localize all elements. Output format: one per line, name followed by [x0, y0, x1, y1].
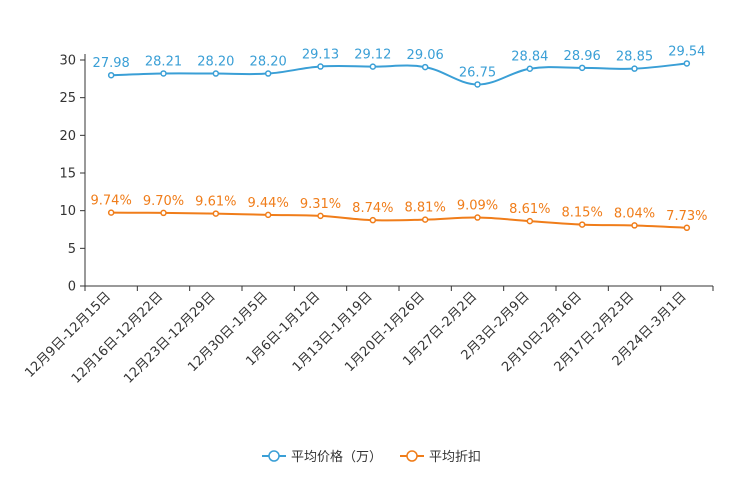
data-point [631, 65, 638, 72]
legend-item-1[interactable]: 平均价格（万） [262, 449, 382, 465]
data-label: 28.84 [511, 50, 548, 65]
data-point [160, 70, 167, 77]
data-point [317, 63, 324, 70]
data-label: 29.13 [302, 48, 339, 63]
y-tick-label: 30 [59, 54, 76, 69]
data-point [631, 222, 638, 229]
legend-label: 平均价格（万） [291, 449, 382, 465]
data-label: 9.31% [300, 197, 341, 212]
legend-marker [406, 450, 418, 462]
data-label: 9.61% [195, 195, 236, 210]
data-label: 26.75 [459, 65, 496, 80]
y-tick-label: 10 [59, 204, 76, 219]
data-label: 8.04% [614, 206, 655, 221]
data-point [107, 209, 115, 216]
data-point [474, 214, 481, 221]
data-point [264, 211, 272, 219]
data-label: 9.74% [91, 194, 132, 209]
data-point [264, 70, 272, 77]
series-1: 27.98 28.21 28.20 28.20 29.13 29.12 29.06 26.75… [93, 44, 705, 88]
data-point [369, 63, 377, 70]
legend[interactable]: 平均价格（万） 平均折扣 [262, 449, 481, 465]
data-point [212, 70, 220, 77]
data-label: 29.12 [354, 48, 391, 63]
data-point [683, 224, 691, 232]
x-tick-label: 12月23日-12月29日 [121, 289, 218, 386]
data-point [212, 210, 220, 217]
legend-label: 平均折扣 [429, 450, 481, 465]
data-point [369, 216, 377, 224]
x-tick-label: 12月9日-12月15日 [22, 289, 114, 381]
y-tick-label: 5 [68, 242, 76, 257]
legend-marker [268, 450, 280, 462]
data-label: 8.81% [405, 201, 446, 216]
data-point [683, 60, 691, 67]
data-point [160, 209, 167, 217]
data-label: 8.15% [562, 206, 603, 221]
y-tick-label: 0 [68, 280, 76, 295]
data-label: 28.21 [145, 54, 182, 69]
data-label: 8.61% [509, 202, 550, 217]
data-label: 8.74% [352, 201, 393, 216]
series-line [111, 211, 687, 229]
data-point [578, 64, 586, 72]
data-point [107, 71, 115, 79]
data-point [317, 212, 324, 220]
series-layer: 27.98 28.21 28.20 28.20 29.13 29.12 29.06 26.75… [91, 44, 707, 232]
data-label: 9.70% [143, 194, 184, 209]
y-tick-label: 15 [59, 167, 76, 182]
data-point [526, 217, 534, 225]
data-label: 29.54 [668, 44, 705, 59]
data-point [526, 65, 534, 72]
data-point [474, 81, 481, 88]
data-label: 28.20 [197, 55, 234, 70]
legend-item-2[interactable]: 平均折扣 [400, 450, 481, 465]
data-label: 28.85 [616, 50, 653, 65]
data-point [421, 63, 429, 71]
data-point [421, 216, 429, 223]
x-axis: 12月9日-12月15日12月16日-12月22日12月23日-12月29日12… [22, 285, 714, 387]
series-2: 9.74% 9.70% 9.61% 9.44% 9.31% 8.74% 8.81% 9.09%… [91, 194, 707, 232]
data-label: 27.98 [93, 56, 130, 71]
data-label: 29.06 [407, 48, 444, 63]
y-axis: 0 5 10 15 20 25 30 [59, 54, 86, 295]
data-label: 9.44% [248, 196, 289, 211]
data-point [578, 221, 586, 228]
series-line [111, 62, 687, 86]
data-label: 28.20 [250, 55, 287, 70]
y-tick-label: 25 [59, 91, 76, 106]
data-label: 28.96 [564, 49, 601, 64]
y-tick-label: 20 [59, 129, 76, 144]
data-label: 9.09% [457, 199, 498, 214]
x-tick-label: 12月16日-12月22日 [69, 289, 166, 386]
data-label: 7.73% [666, 209, 707, 224]
